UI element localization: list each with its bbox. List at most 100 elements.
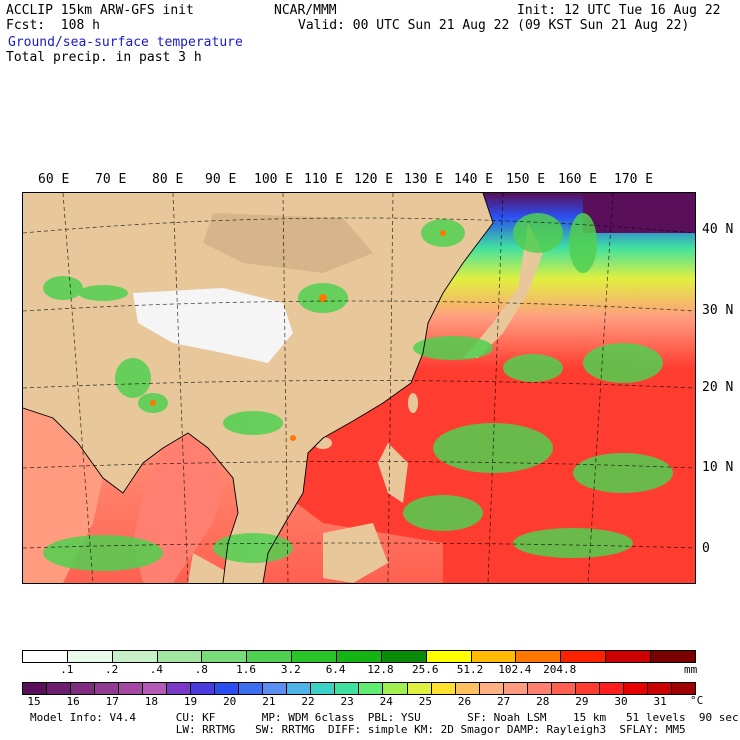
scale-tick-label: 21 (262, 695, 276, 708)
scale-swatch (23, 651, 68, 662)
lat-label: 10 N (702, 460, 734, 475)
scale-tick-label: 16 (66, 695, 80, 708)
scale-tick-label: 6.4 (325, 663, 346, 676)
lon-label: 90 E (205, 172, 237, 187)
field-label-precip: Total precip. in past 3 h (6, 50, 202, 65)
deep-purple-north (583, 193, 695, 233)
scale-tick-label: 25 (418, 695, 432, 708)
scale-tick-label: .8 (194, 663, 208, 676)
scale-swatch (112, 651, 158, 662)
scale-swatch (479, 683, 504, 694)
scale-tick-label: 17 (105, 695, 119, 708)
scale-swatch (651, 651, 695, 662)
lat-label: 0 (702, 541, 710, 556)
tibetan-plateau (133, 288, 293, 363)
scale-tick-label: 18 (144, 695, 159, 708)
scale-tick-label: .1 (60, 663, 74, 676)
scale-swatch (311, 683, 336, 694)
graticule (23, 193, 695, 583)
scale-swatch (431, 683, 456, 694)
scale-swatch (471, 651, 517, 662)
hainan (314, 437, 332, 449)
scale-swatch (359, 683, 384, 694)
scale-swatch (516, 651, 562, 662)
sumatra (188, 553, 238, 583)
scale-tick-label: 30 (614, 695, 628, 708)
model-info-line2: LW: RRTMG SW: RRTMG DIFF: simple KM: 2D … (30, 723, 686, 736)
scale-swatch (263, 683, 288, 694)
scale-tick-label: 3.2 (280, 663, 301, 676)
scale-swatch (95, 683, 120, 694)
scale-swatch (202, 651, 248, 662)
scale-swatch (561, 651, 607, 662)
scale-swatch (67, 651, 113, 662)
taiwan (408, 393, 418, 413)
scale-tick-label: 102.4 (498, 663, 532, 676)
lon-label: 130 E (404, 172, 444, 187)
coastline (23, 193, 494, 583)
scale-tick-label: 20 (223, 695, 237, 708)
temperature-unit: °C (690, 694, 704, 707)
scale-swatch (503, 683, 528, 694)
scale-swatch (599, 683, 624, 694)
lon-label: 120 E (354, 172, 394, 187)
precip-unit: mm (684, 663, 698, 676)
japan-islands (463, 223, 543, 358)
scale-swatch (191, 683, 216, 694)
scale-swatch (671, 683, 695, 694)
map-canvas (23, 193, 695, 583)
scale-swatch (426, 651, 472, 662)
lat-label: 20 N (702, 380, 734, 395)
scale-tick-label: 29 (575, 695, 589, 708)
lon-label: 80 E (152, 172, 184, 187)
scale-tick-label: 22 (301, 695, 315, 708)
heavy-precip-cores (150, 230, 446, 441)
scale-swatch (407, 683, 432, 694)
scale-swatch (157, 651, 203, 662)
scale-swatch (71, 683, 96, 694)
scale-swatch (23, 683, 48, 694)
scale-swatch (215, 683, 240, 694)
scale-swatch (47, 683, 72, 694)
scale-swatch (606, 651, 652, 662)
lon-label: 100 E (254, 172, 294, 187)
scale-tick-label: 26 (457, 695, 472, 708)
temperature-color-scale (22, 682, 696, 695)
scale-tick-label: 204.8 (543, 663, 577, 676)
scale-tick-label: 24 (379, 695, 393, 708)
scale-swatch (247, 651, 293, 662)
scale-swatch (167, 683, 192, 694)
scale-tick-label: 23 (340, 695, 354, 708)
scale-tick-label: 28 (536, 695, 550, 708)
precip-color-scale (22, 650, 696, 663)
scale-tick-label: 25.6 (412, 663, 439, 676)
scale-tick-label: 12.8 (367, 663, 394, 676)
scale-swatch (575, 683, 600, 694)
lon-label: 160 E (558, 172, 598, 187)
scale-swatch (383, 683, 408, 694)
lon-label: 170 E (614, 172, 654, 187)
philippines (378, 443, 408, 503)
scale-tick-label: 27 (497, 695, 511, 708)
forecast-hour: Fcst: 108 h (6, 18, 100, 33)
lon-label: 110 E (304, 172, 344, 187)
scale-tick-label: .4 (149, 663, 164, 676)
scale-swatch (119, 683, 144, 694)
scale-swatch (551, 683, 576, 694)
valid-time: Valid: 00 UTC Sun 21 Aug 22 (09 KST Sun … (298, 18, 690, 33)
lon-label: 60 E (38, 172, 70, 187)
scale-swatch (143, 683, 168, 694)
asia-landmass (23, 193, 493, 583)
scale-tick-label: 31 (653, 695, 667, 708)
scale-swatch (647, 683, 672, 694)
scale-swatch (337, 651, 382, 662)
center-label: NCAR/MMM (274, 3, 337, 18)
scale-swatch (527, 683, 552, 694)
scale-swatch (287, 683, 312, 694)
scale-swatch (335, 683, 360, 694)
scale-swatch (623, 683, 648, 694)
lat-label: 30 N (702, 303, 734, 318)
scale-tick-label: 1.6 (236, 663, 256, 676)
mongolia-highland (203, 213, 373, 273)
init-time: Init: 12 UTC Tue 16 Aug 22 (517, 3, 721, 18)
